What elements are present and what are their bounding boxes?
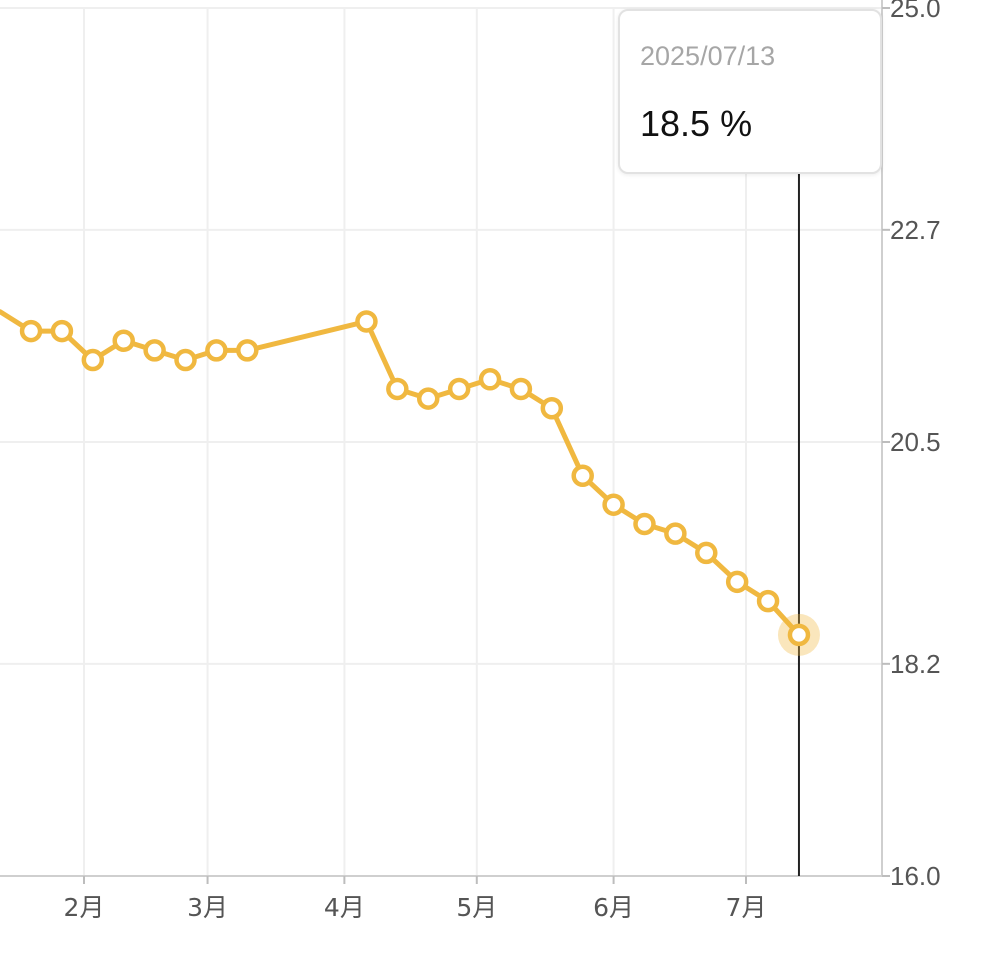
data-point[interactable] <box>174 348 197 372</box>
x-tick-label: 4月 <box>324 893 365 922</box>
data-point[interactable] <box>787 623 811 647</box>
x-tick-label: 7月 <box>726 893 767 922</box>
data-point[interactable] <box>633 512 656 536</box>
y-tick-label: 25.0 <box>890 0 941 23</box>
data-point[interactable] <box>447 377 471 401</box>
x-tick-label: 2月 <box>64 893 105 922</box>
x-tick-label: 5月 <box>456 893 497 922</box>
data-point[interactable] <box>81 348 105 372</box>
grid-lines <box>0 7 882 876</box>
data-point[interactable] <box>571 464 594 488</box>
data-point[interactable] <box>664 522 687 545</box>
data-point[interactable] <box>19 319 43 343</box>
y-tick-label: 22.7 <box>890 215 941 245</box>
data-series <box>0 309 820 656</box>
data-point[interactable] <box>416 387 440 410</box>
y-tick-label: 16.0 <box>890 861 941 891</box>
data-point[interactable] <box>205 339 228 362</box>
tooltip-value: 18.5 % <box>640 103 753 144</box>
y-tick-label: 20.5 <box>890 427 941 457</box>
tooltip: 2025/07/13 18.5 % <box>618 9 882 174</box>
data-point[interactable] <box>112 329 135 352</box>
y-axis-ticks: 16.0 18.2 20.5 22.7 25.0 <box>882 0 941 891</box>
axes <box>0 0 883 877</box>
x-axis-ticks: 2月 3月 4月 5月 6月 7月 <box>64 876 767 922</box>
x-tick-label: 3月 <box>187 893 228 922</box>
data-point[interactable] <box>143 339 166 362</box>
data-point[interactable] <box>756 589 780 613</box>
data-point[interactable] <box>540 396 564 420</box>
data-point[interactable] <box>695 541 718 565</box>
data-point[interactable] <box>236 339 259 362</box>
data-point[interactable] <box>725 570 749 594</box>
y-tick-label: 18.2 <box>890 649 941 679</box>
data-point[interactable] <box>602 493 625 516</box>
data-point[interactable] <box>355 310 378 333</box>
data-point[interactable] <box>50 319 74 343</box>
x-tick-label: 6月 <box>593 893 634 922</box>
data-point[interactable] <box>386 377 409 401</box>
data-point[interactable] <box>478 368 502 391</box>
tooltip-date: 2025/07/13 <box>640 41 776 71</box>
data-point[interactable] <box>509 377 533 401</box>
